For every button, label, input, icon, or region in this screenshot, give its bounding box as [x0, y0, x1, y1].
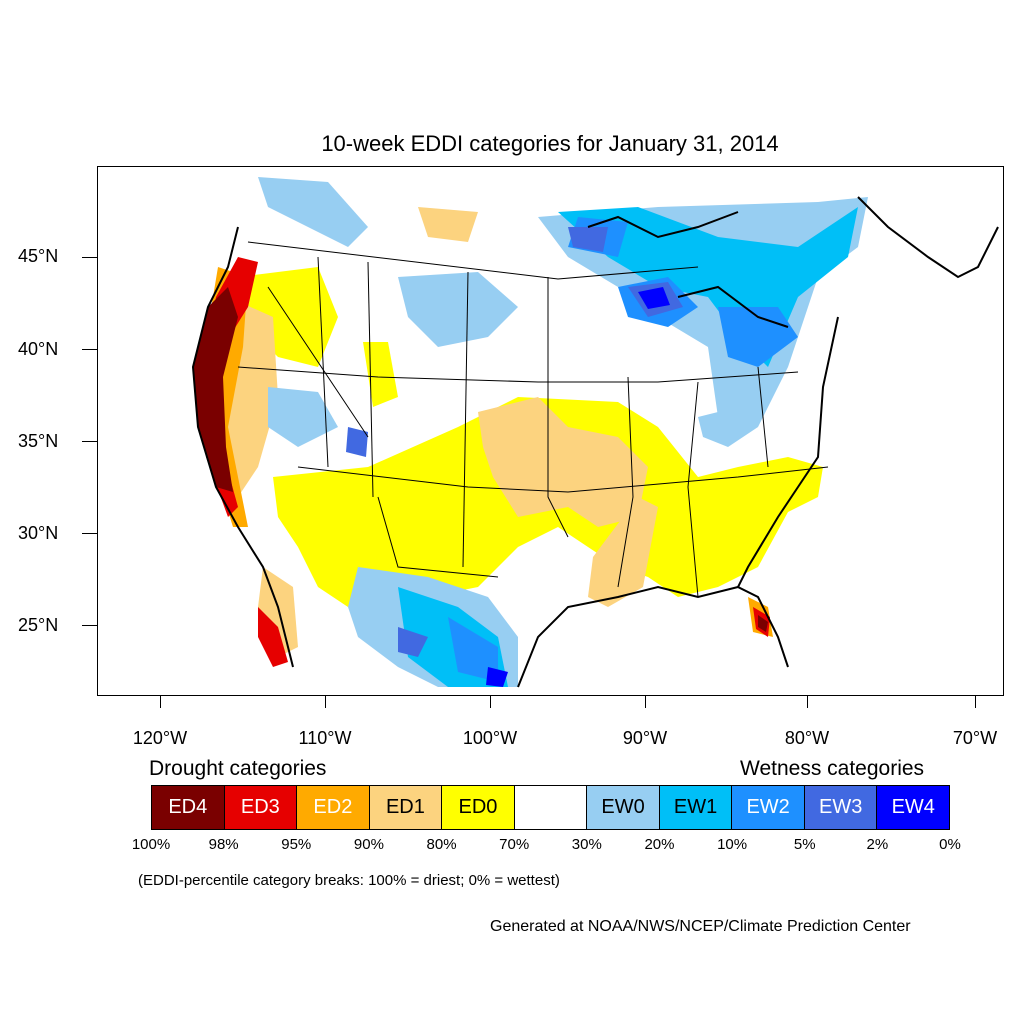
state-boundaries	[237, 241, 829, 598]
category-legend-bar: ED4 ED3 ED2 ED1 ED0 EW0 EW1 EW2 EW3 EW4	[151, 785, 950, 830]
credit-line: Generated at NOAA/NWS/NCEP/Climate Predi…	[490, 918, 911, 935]
lat-tick	[82, 349, 97, 350]
lon-label-80w: 80°W	[784, 728, 830, 748]
percentile-label: 2%	[866, 836, 889, 853]
eddi-map	[191, 177, 999, 688]
lon-tick	[490, 696, 491, 708]
lon-tick	[325, 696, 326, 708]
legend-swatch: ED3	[224, 786, 298, 829]
lat-tick	[82, 533, 97, 534]
lat-label-45: 45°N	[18, 246, 59, 266]
percentile-label: 80%	[426, 836, 457, 853]
map-panel	[97, 166, 1004, 696]
lat-label-30: 30°N	[18, 523, 59, 543]
lon-tick	[975, 696, 976, 708]
lon-label-100w: 100°W	[462, 728, 518, 748]
lon-label-110w: 110°W	[298, 728, 352, 748]
lat-label-35: 35°N	[18, 431, 59, 451]
legend-swatch: ED4	[152, 786, 225, 829]
legend-swatch: EW0	[587, 786, 660, 829]
wetness-categories-heading: Wetness categories	[740, 757, 925, 780]
legend-swatch: EW3	[804, 786, 878, 829]
category-breaks-note: (EDDI-percentile category breaks: 100% =…	[138, 872, 560, 889]
lon-label-90w: 90°W	[622, 728, 668, 748]
percentile-label: 90%	[353, 836, 384, 853]
legend-swatch	[514, 786, 588, 829]
percentile-label: 30%	[571, 836, 602, 853]
lon-label-120w: 120°W	[132, 728, 188, 748]
percentile-label: 95%	[281, 836, 312, 853]
percentile-label: 98%	[208, 836, 239, 853]
percentile-label: 5%	[793, 836, 816, 853]
coastlines	[191, 196, 999, 688]
drought-categories-heading: Drought categories	[149, 757, 327, 780]
lon-label-70w: 70°W	[952, 728, 998, 748]
percentile-label: 100%	[131, 836, 171, 853]
legend-swatch: EW2	[732, 786, 805, 829]
legend-swatch: ED0	[442, 786, 515, 829]
percentile-label: 70%	[499, 836, 530, 853]
lat-tick	[82, 625, 97, 626]
legend-swatch: EW1	[659, 786, 733, 829]
category-regions	[193, 177, 868, 687]
lat-label-25: 25°N	[18, 615, 59, 635]
lat-tick	[82, 257, 97, 258]
legend-swatch: ED2	[297, 786, 370, 829]
lat-tick	[82, 441, 97, 442]
legend-swatch: ED1	[369, 786, 443, 829]
percentile-label: 10%	[717, 836, 748, 853]
lat-label-40: 40°N	[18, 339, 59, 359]
lon-tick	[645, 696, 646, 708]
percentile-label: 0%	[939, 836, 961, 853]
lon-tick	[807, 696, 808, 708]
legend-swatch: EW4	[877, 786, 950, 829]
map-title: 10-week EDDI categories for January 31, …	[321, 131, 779, 156]
lon-tick	[160, 696, 161, 708]
percentile-label: 20%	[644, 836, 675, 853]
